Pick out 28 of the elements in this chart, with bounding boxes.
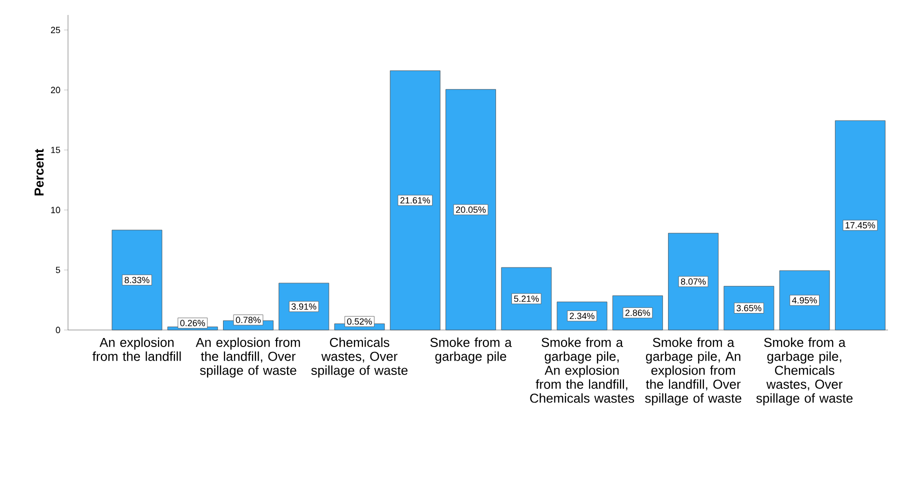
x-tick-label: Smoke from a garbage pile, Chemicals wastes, Over spillage of waste [756, 338, 853, 406]
data-label: 8.07% [680, 278, 706, 285]
data-label: 2.34% [570, 312, 594, 320]
data-label: 3.65% [736, 304, 762, 312]
y-tick-label: 10 [51, 206, 60, 214]
x-tick-label: Smoke from a garbage pile, An explosion from the landfill, Over spillage of waste [645, 338, 742, 406]
data-label: 20.05% [456, 206, 486, 213]
data-label: 4.95% [792, 297, 817, 304]
data-label: 21.61% [400, 197, 430, 204]
data-label: 2.86% [625, 310, 650, 316]
data-label: 5.21% [514, 296, 539, 302]
x-tick-label: An explosion from the landfill, Over spillage of waste [196, 338, 300, 378]
data-label: 17.45% [846, 222, 876, 228]
y-tick-label: 5 [56, 266, 60, 274]
x-tick-label: Chemicals wastes, Over spillage of waste [311, 338, 408, 378]
y-axis-title: Percent [34, 148, 44, 196]
data-label: 0.26% [180, 320, 206, 326]
y-tick-label: 20 [50, 86, 60, 94]
data-label: 0.78% [236, 316, 261, 324]
data-label: 3.91% [292, 303, 316, 310]
y-tick-label: 25 [50, 26, 60, 34]
data-label: 8.33% [124, 276, 150, 284]
x-tick-label: Smoke from a garbage pile, An explosion from the landfill, Chemicals wastes [530, 338, 634, 403]
y-tick-label: 0 [56, 326, 60, 334]
x-tick-label: An explosion from the landfill [92, 338, 181, 361]
data-label: 0.52% [347, 318, 372, 325]
x-tick-label: Smoke from a garbage pile [430, 338, 512, 364]
y-tick-label: 15 [51, 146, 60, 154]
